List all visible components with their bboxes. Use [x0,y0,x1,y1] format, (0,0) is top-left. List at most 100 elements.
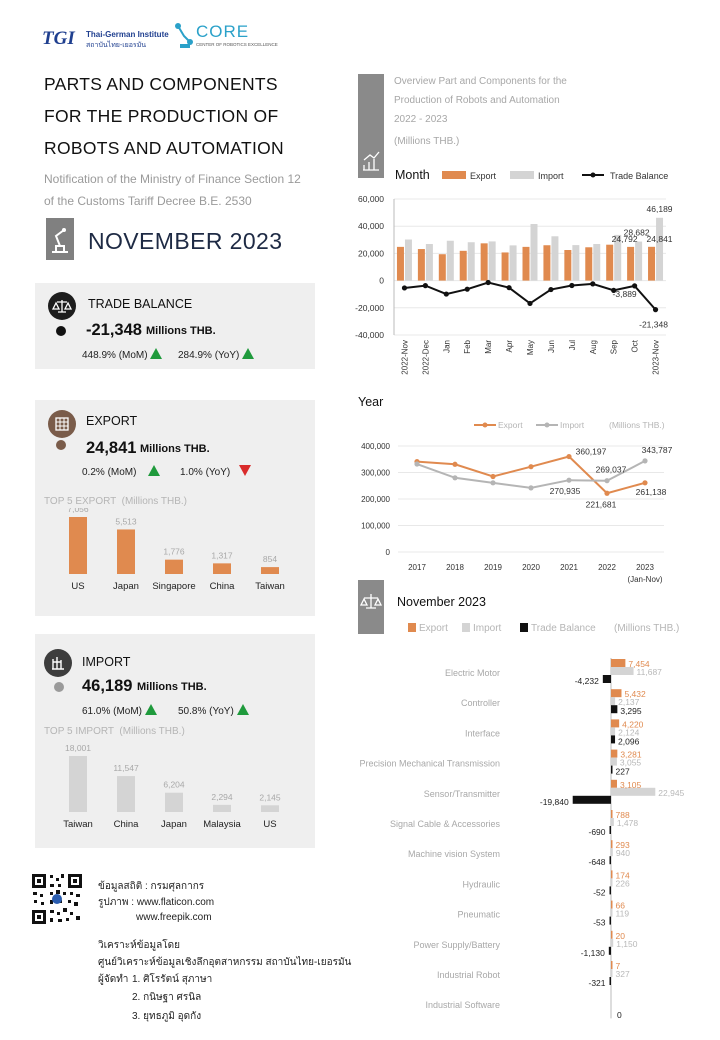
top5-bar [117,529,135,574]
top5-export-chart: 7,056 US 5,513 Japan 1,776 Singapore 1,317 Chin… [67,508,284,592]
trade-balance-point [569,282,575,289]
top5-country-label: Taiwan [63,819,93,830]
import-value-label: 11,687 [637,667,663,677]
year-chart-title: Year [358,395,383,409]
x-tick-label: Sep [610,339,619,354]
category-label: Electric Motor [445,668,500,678]
trade-balance-bar [609,916,611,925]
balance-value-label: -321 [588,978,605,988]
trade-balance-label: TRADE BALANCE [88,297,193,311]
export-dot [56,440,66,450]
import-bar [404,239,412,281]
export-icon [48,410,76,438]
top5-country-label: Malaysia [203,819,241,830]
trade-balance-bar [611,705,618,714]
data-label: -21,348 [639,320,668,330]
import-value-label: 22,945 [658,788,684,798]
tgi-name-th: สถาบันไทย-เยอรมัน [86,42,147,49]
balance-value-label: -53 [593,918,606,928]
top5-country-label: US [71,581,84,592]
export-bar [480,243,488,281]
legend-label: Import [473,623,502,634]
data-label: 261,138 [636,487,667,497]
import-point [414,461,420,467]
top5-value-label: 11,547 [113,763,139,773]
top5-value-label: 5,513 [115,516,137,526]
up-arrow-icon [236,704,249,715]
top5-value-label: 18,001 [65,743,91,753]
top5-country-label: Japan [113,581,139,592]
x-tick-label: Aug [589,340,598,354]
import-mom-text: 61.0% (MoM) [82,706,143,717]
export-bar [611,930,613,939]
export-bar [611,689,622,698]
trade-balance-unit: Millions THB. [146,325,216,337]
export-point [566,453,572,460]
robot-arm-icon [46,218,74,260]
overview-title-3: 2022 - 2023 [394,114,448,125]
subtitle-line-1: Notification of the Ministry of Finance … [44,172,301,186]
import-bar [611,908,613,917]
trade-balance-point [401,285,408,291]
trade-balance-point [632,283,638,289]
scale-icon [48,292,76,320]
november-chart-title: November 2023 [397,595,486,609]
export-value: 24,841 [86,439,137,457]
data-label: 28,682 [624,228,650,238]
page-title: PARTS AND COMPONENTS FOR THE PRODUCTION … [44,68,344,164]
export-bar [627,246,635,281]
y-tick-label: 100,000 [361,522,390,531]
x-tick-label: 2021 [560,563,578,572]
category-label: Power Supply/Battery [413,940,500,950]
import-point [452,475,458,481]
up-arrow-icon [242,348,255,359]
import-point [604,478,610,484]
import-icon [44,649,72,677]
qr-code-icon[interactable] [30,872,84,926]
authors-label: ผู้จัดทำ [98,974,129,985]
balance-value-label: 3,295 [620,706,642,716]
top5-export-unit: (Millions THB.) [121,496,188,507]
import-bar [614,234,622,281]
balance-value-label: -648 [588,857,605,867]
category-label: Industrial Robot [437,970,501,980]
y-tick-label: -20,000 [355,303,384,313]
category-label: Interface [465,728,500,738]
import-bar [425,244,433,281]
export-mom-text: 0.2% (MoM) [82,467,137,478]
top5-bar [261,567,279,574]
legend-label: Import [538,171,564,181]
legend-swatch [510,171,534,179]
import-value-label: 3,055 [620,758,642,768]
import-bar [611,818,614,826]
source-images-2: www.freepik.com [136,912,212,923]
import-bar [593,244,601,281]
import-bar [611,667,634,675]
category-label: Industrial Software [425,1000,500,1010]
trade-balance-bar [611,735,616,744]
scale-icon [358,580,384,634]
x-tick-label: 2017 [408,563,426,572]
category-label: Controller [461,698,500,708]
import-bar [530,224,538,281]
core-logo-sub: CENTER OF ROBOTICS EXCELLENCE [196,42,278,47]
top5-value-label: 1,317 [211,550,233,560]
import-value-label: 226 [616,878,630,888]
export-bar [611,900,613,909]
export-value-label: 293 [616,840,630,850]
export-bar [611,810,613,818]
x-tick-label: 2019 [484,563,502,572]
y-tick-label: 0 [379,276,384,286]
data-label: 343,787 [642,445,673,455]
chart-growth-icon [358,74,384,178]
legend-marker [482,422,488,428]
title-line-2: FOR THE PRODUCTION OF [44,106,279,126]
trade-balance-bar [608,946,611,955]
november-chart-unit: (Millions THB.) [614,623,679,634]
import-yoy-text: 50.8% (YoY) [178,706,234,717]
report-month: NOVEMBER 2023 [88,228,283,254]
import-point [642,458,648,464]
import-bar [488,241,496,281]
export-bar [459,250,467,281]
data-label: 269,037 [596,465,627,475]
